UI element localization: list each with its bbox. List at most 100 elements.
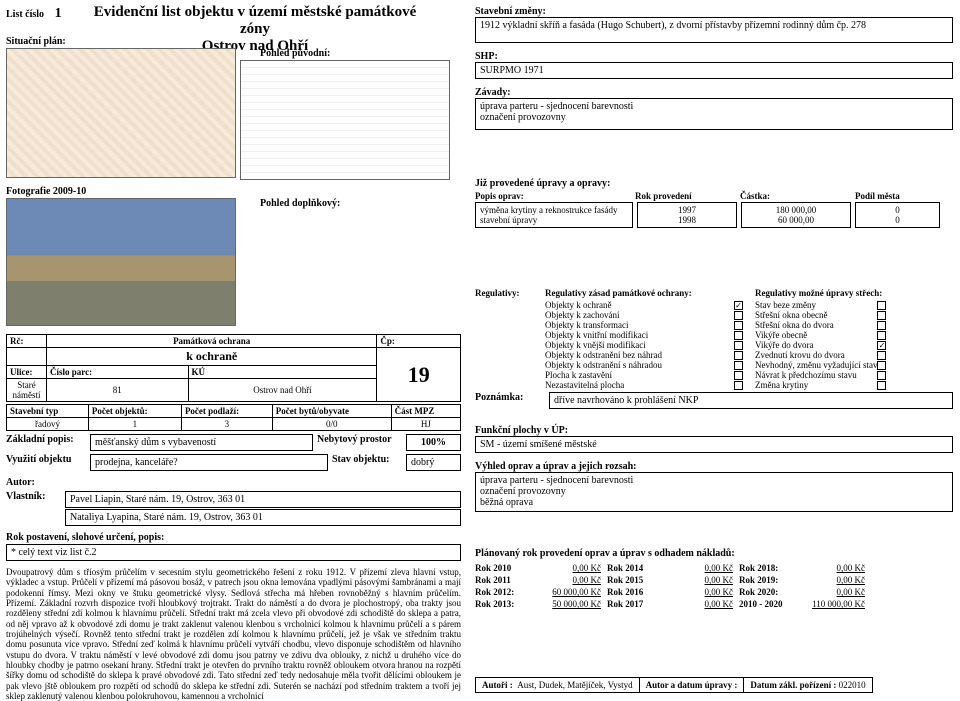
checkbox-icon xyxy=(734,381,743,390)
datum-value: 022010 xyxy=(839,680,866,690)
reg-item-text: Zvednutí krovu do dvora xyxy=(755,350,845,360)
reg-strech-label: Regulativy možné úpravy střech: xyxy=(755,288,882,298)
cislo-parc-label: Číslo parc: xyxy=(47,366,189,379)
cost-year: Rok 2020: xyxy=(739,587,794,597)
row0-podil: 0 xyxy=(860,205,935,215)
photo-label: Fotografie 2009-10 xyxy=(6,186,86,197)
pocet-bytu-value: 0/0 xyxy=(272,418,391,431)
opravy-podil-box: 0 0 xyxy=(855,202,940,228)
cost-amount: 0,00 Kč xyxy=(668,563,733,573)
stav-obj-label: Stav objektu: xyxy=(332,454,402,471)
nebyt-label: Nebytový prostor xyxy=(317,434,402,451)
ku-label: KÚ xyxy=(188,366,377,379)
checkbox-icon: ✓ xyxy=(877,341,886,350)
reg-item-text: Objekty k ochraně xyxy=(545,300,611,310)
reg-item: Stav beze změny xyxy=(755,300,898,310)
cost-year: 2010 - 2020 xyxy=(739,599,794,609)
shp-label: SHP: xyxy=(475,51,953,62)
th-popis: Popis oprav: xyxy=(475,191,635,201)
cost-amount: 0,00 Kč xyxy=(800,575,865,585)
ochrana-label: Památková ochrana xyxy=(47,335,377,348)
vlastnik-1: Pavel Liapin, Staré nám. 19, Ostrov, 363… xyxy=(65,491,461,508)
cost-amount: 0,00 Kč xyxy=(668,587,733,597)
photo-image xyxy=(6,198,236,326)
th-castka: Částka: xyxy=(740,191,855,201)
zavady-value2: označení provozovny xyxy=(480,112,948,123)
cost-year: Rok 2011 xyxy=(475,575,530,585)
pocet-podlazi-value: 3 xyxy=(181,418,272,431)
checkbox-icon xyxy=(877,311,886,320)
zakl-popis-value: měšťanský dům s vybaveností xyxy=(90,434,313,451)
reg-item-text: Změna krytiny xyxy=(755,380,808,390)
reg-item-text: Nezastavitelná plocha xyxy=(545,380,624,390)
row1-castka: 60 000,00 xyxy=(746,215,846,225)
reg-item: Nevhodný, změnu vyžadující stav xyxy=(755,360,898,370)
object-id-table: Rč: Památková ochrana Čp: k ochraně 19 U… xyxy=(6,334,461,402)
datum-label: Datum zákl. pořízení : xyxy=(750,680,836,690)
reg-item-text: Vikýře do dvora xyxy=(755,340,813,350)
reg-item: Objekty k vnitřní modifikaci xyxy=(545,330,755,340)
vyhled-v2: označení provozovny xyxy=(480,486,948,497)
cast-mpz-value: HJ xyxy=(391,418,460,431)
stav-obj-value: dobrý xyxy=(406,454,461,471)
jiz-prov-label: Již provedené úpravy a opravy: xyxy=(475,178,953,189)
cost-amount: 0,00 Kč xyxy=(668,575,733,585)
cost-amount: 0,00 Kč xyxy=(536,563,601,573)
cost-year: Rok 2015 xyxy=(607,575,662,585)
autor-label: Autor: xyxy=(6,477,461,488)
opravy-popis-box: výměna krytiny a reknostrukce fasády sta… xyxy=(475,202,633,228)
checkbox-icon xyxy=(877,331,886,340)
rok-post-ref: * celý text viz list č.2 xyxy=(6,544,461,561)
cost-amount: 50 000,00 Kč xyxy=(536,599,601,609)
reg-item-text: Objekty k vnitřní modifikaci xyxy=(545,330,648,340)
row0-castka: 180 000,00 xyxy=(746,205,846,215)
autori-label: Autoři : xyxy=(482,680,513,690)
footer-bar: Autoři : Aust, Dudek, Matějíček, Vystyd … xyxy=(475,677,873,693)
cost-year: Rok 2017 xyxy=(607,599,662,609)
cost-amount: 0,00 Kč xyxy=(668,599,733,609)
rc-label: Rč: xyxy=(7,335,47,348)
planovany-label: Plánovaný rok provedení oprav a úprav s … xyxy=(475,548,953,559)
reg-item-text: Střešní okna do dvora xyxy=(755,320,834,330)
regulativy-label: Regulativy: xyxy=(475,288,545,298)
building-type-table: Stavební typ Počet objektů: Počet podlaž… xyxy=(6,404,461,431)
cost-year: Rok 2018: xyxy=(739,563,794,573)
list-label: List číslo xyxy=(6,9,44,20)
cost-year: Rok 2016 xyxy=(607,587,662,597)
reg-item: Objekty k odstranění bez náhrad xyxy=(545,350,755,360)
zakl-popis-label: Základní popis: xyxy=(6,434,86,451)
reg-item: Střešní okna obecně xyxy=(755,310,898,320)
cost-amount: 110 000,00 Kč xyxy=(800,599,865,609)
pocet-obj-label: Počet objektů: xyxy=(88,405,181,418)
reg-item-text: Objekty k odstranění bez náhrad xyxy=(545,350,662,360)
opravy-castka-box: 180 000,00 60 000,00 xyxy=(741,202,851,228)
rok-post-label: Rok postavení, slohové určení, popis: xyxy=(6,532,461,543)
row1-popis: stavební úpravy xyxy=(480,215,628,225)
staveb-zmeny-value: 1912 výkladní skříň a fasáda (Hugo Schub… xyxy=(475,17,953,43)
fup-value: SM - území smíšené městské xyxy=(475,436,953,453)
vyhled-label: Výhled oprav a úprav a jejich rozsah: xyxy=(475,461,953,472)
cp-value: 19 xyxy=(377,348,461,402)
cost-amount: 0,00 Kč xyxy=(800,563,865,573)
nebyt-value: 100% xyxy=(406,434,461,451)
checkbox-icon xyxy=(877,321,886,330)
reg-item-text: Vikýře obecně xyxy=(755,330,807,340)
plan-label: Situační plán: xyxy=(6,36,66,47)
reg-item: Změna krytiny xyxy=(755,380,898,390)
ulice-value: Staré náměstí xyxy=(7,379,47,402)
zavady-box: úprava parteru - sjednocení barevnosti o… xyxy=(475,98,953,130)
pocet-bytu-label: Počet bytů/obyvate xyxy=(272,405,391,418)
reg-left-list: Objekty k ochraně✓Objekty k zachováníObj… xyxy=(545,300,755,390)
checkbox-icon: ✓ xyxy=(734,301,743,310)
stavtyp-label: Stavební typ xyxy=(7,405,89,418)
reg-item-text: Návrat k předchozímu stavu xyxy=(755,370,857,380)
checkbox-icon xyxy=(877,361,886,370)
view-original-drawing xyxy=(240,60,450,180)
reg-item-text: Plocha k zastavění xyxy=(545,370,612,380)
checkbox-icon xyxy=(734,371,743,380)
zavady-value1: úprava parteru - sjednocení barevnosti xyxy=(480,101,948,112)
reg-right-list: Stav beze změnyStřešní okna obecněStřešn… xyxy=(755,300,898,390)
cost-year: Rok 2013: xyxy=(475,599,530,609)
reg-item-text: Objekty k transformaci xyxy=(545,320,628,330)
vyhled-v1: úprava parteru - sjednocení barevnosti xyxy=(480,475,948,486)
